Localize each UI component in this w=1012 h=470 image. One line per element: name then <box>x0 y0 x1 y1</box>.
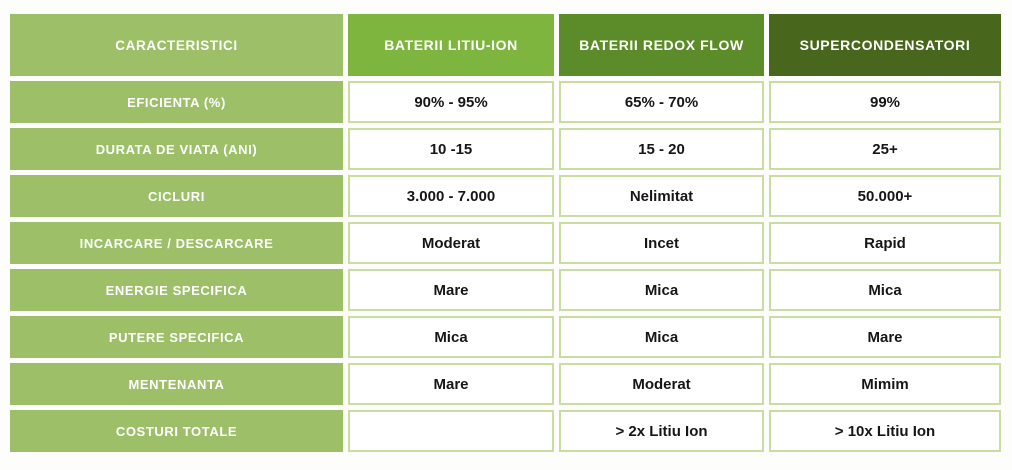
table-cell: Moderat <box>348 222 554 264</box>
column-header-baterii-redox-flow: BATERII REDOX FLOW <box>559 14 764 76</box>
row-label-putere-specifica: PUTERE SPECIFICA <box>10 316 343 358</box>
table-cell: 50.000+ <box>769 175 1001 217</box>
table-cell: 65% - 70% <box>559 81 764 123</box>
column-header-baterii-litiu-ion: BATERII LITIU-ION <box>348 14 554 76</box>
table-cell: > 2x Litiu Ion <box>559 410 764 452</box>
row-label-durata-de-viata: DURATA DE VIATA (ANI) <box>10 128 343 170</box>
table-cell: Rapid <box>769 222 1001 264</box>
table-cell: Mare <box>348 363 554 405</box>
column-header-caracteristici: CARACTERISTICI <box>10 14 343 76</box>
row-label-costuri-totale: COSTURI TOTALE <box>10 410 343 452</box>
table-cell: Mica <box>348 316 554 358</box>
table-cell: Mica <box>559 269 764 311</box>
table-cell: 10 -15 <box>348 128 554 170</box>
table-cell-empty <box>348 410 554 452</box>
table-cell: Incet <box>559 222 764 264</box>
row-label-incarcare-descarcare: INCARCARE / DESCARCARE <box>10 222 343 264</box>
table-cell: 25+ <box>769 128 1001 170</box>
row-label-eficienta: EFICIENTA (%) <box>10 81 343 123</box>
table-cell: Mica <box>769 269 1001 311</box>
row-label-cicluri: CICLURI <box>10 175 343 217</box>
table-cell: Mare <box>769 316 1001 358</box>
comparison-table: CARACTERISTICI BATERII LITIU-ION BATERII… <box>10 14 1001 452</box>
row-label-mentenanta: MENTENANTA <box>10 363 343 405</box>
table-cell: Mimim <box>769 363 1001 405</box>
table-cell: 90% - 95% <box>348 81 554 123</box>
table-cell: Moderat <box>559 363 764 405</box>
column-header-supercondensatori: SUPERCONDENSATORI <box>769 14 1001 76</box>
table-cell: 3.000 - 7.000 <box>348 175 554 217</box>
table-cell: 99% <box>769 81 1001 123</box>
row-label-energie-specifica: ENERGIE SPECIFICA <box>10 269 343 311</box>
table-cell: Mica <box>559 316 764 358</box>
table-cell: > 10x Litiu Ion <box>769 410 1001 452</box>
table-cell: 15 - 20 <box>559 128 764 170</box>
table-cell: Nelimitat <box>559 175 764 217</box>
table-cell: Mare <box>348 269 554 311</box>
